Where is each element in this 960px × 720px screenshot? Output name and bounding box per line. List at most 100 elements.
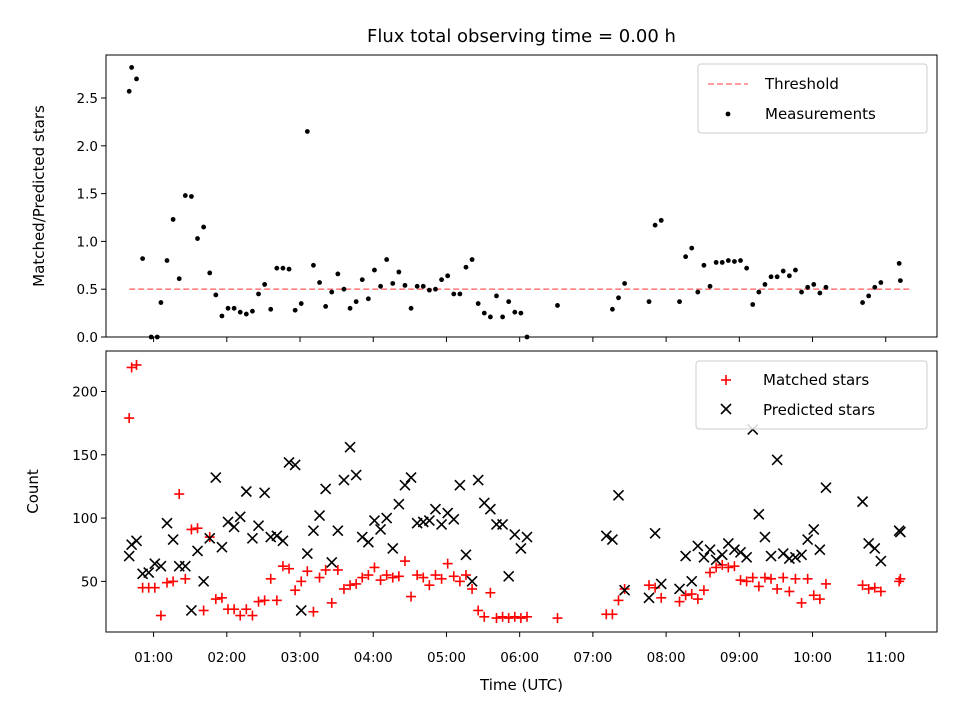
x-tick-label: 04:00 (354, 650, 393, 666)
predicted-star-point (612, 489, 625, 501)
measurement-point (463, 264, 469, 270)
measurement-point (646, 299, 652, 305)
y-tick-label: 100 (72, 511, 98, 527)
predicted-star-point (484, 503, 496, 515)
y-tick-label: 2.5 (77, 91, 98, 107)
predicted-star-point (234, 511, 246, 523)
x-marker-b (692, 540, 704, 552)
x-tick-label: 07:00 (573, 650, 612, 666)
x-marker-b (777, 547, 789, 560)
matched-star-point (778, 572, 789, 583)
matched-star-point (296, 576, 307, 587)
x-marker-b (326, 556, 338, 568)
predicted-star-point (368, 515, 381, 527)
predicted-star-point (753, 508, 765, 520)
predicted-star-point (210, 472, 222, 484)
matched-star-point (442, 558, 453, 569)
predicted-star-point (436, 518, 448, 530)
x-axis-label: Time (UTC) (479, 676, 563, 694)
x-marker-b (436, 518, 448, 530)
x-marker-b (123, 550, 135, 562)
matched-star-point (235, 610, 246, 621)
matched-star-point (265, 573, 276, 584)
legend-predicted-label: Predicted stars (763, 401, 875, 419)
matched-star-point (259, 595, 270, 606)
matched-star-point (454, 576, 465, 587)
x-marker-b (204, 532, 216, 544)
y-tick-label: 0.5 (77, 282, 98, 298)
measurement-point (359, 277, 365, 283)
measurement-point (823, 284, 829, 290)
predicted-star-point (289, 459, 301, 471)
measurement-point (469, 257, 475, 262)
predicted-star-point (381, 512, 393, 524)
matched-star-point (253, 596, 264, 607)
x-marker-b (856, 496, 869, 508)
x-marker-b (655, 578, 667, 590)
matched-star-point (503, 613, 514, 624)
matched-star-point (644, 580, 655, 591)
matched-star-point (204, 532, 215, 543)
measurement-point (475, 301, 481, 306)
legend-matched-swatch (721, 375, 731, 385)
matched-star-point (131, 359, 142, 370)
measurement-point (768, 274, 774, 280)
x-marker-b (161, 517, 173, 529)
predicted-star-point (191, 545, 204, 557)
x-marker-b (301, 547, 313, 560)
measurement-point (762, 282, 768, 287)
x-marker-b (393, 498, 405, 510)
predicted-star-point (204, 532, 216, 544)
matched-star-point (875, 586, 886, 597)
x-marker-b (295, 604, 307, 617)
x-marker-b (246, 532, 258, 544)
predicted-star-point (240, 485, 252, 498)
measurement-point (811, 282, 817, 287)
matched-star-point (302, 566, 313, 577)
measurement-point (713, 260, 719, 265)
measurement-point (518, 310, 524, 316)
predicted-star-point (277, 535, 289, 547)
measurement-point (494, 293, 499, 299)
top-panel: 0.0 0.5 1.0 1.5 2.0 2.5 Matched/Predicted sta… (30, 54, 938, 346)
matched-star-point (802, 573, 813, 584)
matched-star-point (857, 580, 868, 591)
measurement-point (390, 281, 396, 286)
matched-star-point (552, 613, 563, 624)
predicted-star-point (332, 525, 344, 537)
matched-star-point (515, 613, 526, 624)
predicted-star-point (399, 479, 411, 491)
predicted-star-point (295, 604, 307, 617)
matched-star-point (814, 594, 825, 605)
predicted-star-point (521, 531, 533, 543)
matched-star-point (216, 592, 227, 603)
x-tick-label: 11:00 (866, 650, 905, 666)
measurement-point (182, 193, 188, 198)
measurement-point (134, 76, 139, 82)
x-marker-b (643, 592, 655, 604)
predicted-star-point (771, 454, 783, 466)
measurement-point (414, 283, 420, 289)
measurement-point (140, 256, 146, 262)
matched-star-point (467, 583, 478, 594)
x-marker-b (814, 544, 826, 556)
x-marker-b (222, 516, 234, 528)
predicted-star-point (875, 555, 887, 567)
top-legend: Threshold Measurements (697, 63, 928, 134)
matched-star-point (174, 489, 185, 500)
measurement-point (622, 281, 628, 286)
matched-star-point (491, 613, 502, 624)
x-marker-b (179, 560, 191, 572)
predicted-star-point (704, 544, 716, 556)
matched-star-point (363, 570, 374, 581)
measurement-point (872, 284, 878, 290)
x-marker-b (130, 535, 143, 547)
x-marker-b (216, 541, 228, 553)
x-marker-b (454, 479, 466, 491)
predicted-star-point (680, 550, 692, 562)
predicted-star-point (856, 496, 869, 508)
x-marker-b (484, 503, 496, 515)
measurement-point (481, 310, 487, 316)
x-marker-b (332, 525, 344, 537)
